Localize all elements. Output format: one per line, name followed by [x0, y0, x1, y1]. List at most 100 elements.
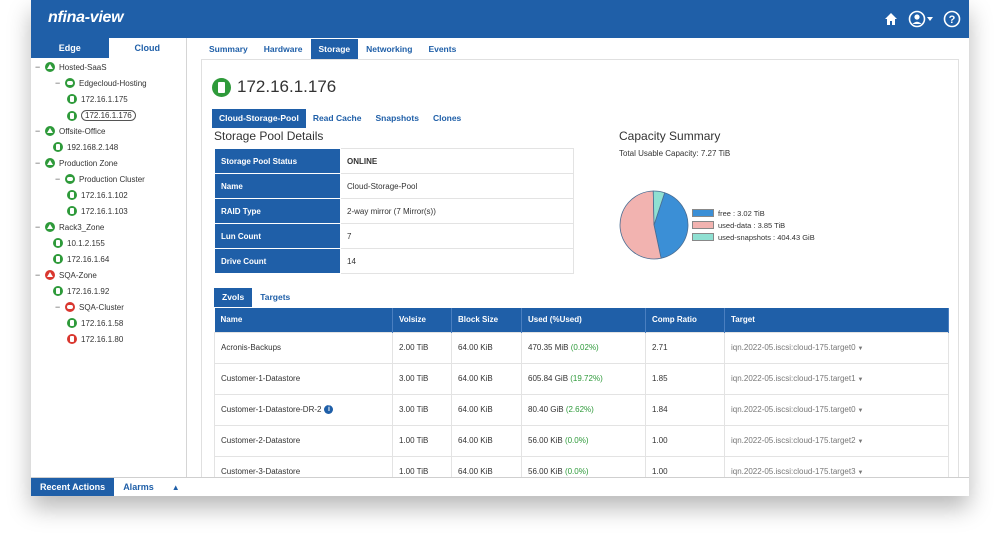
tab-events[interactable]: Events [428, 44, 457, 54]
col-comp-ratio[interactable]: Comp Ratio [645, 308, 725, 332]
tab-cloud[interactable]: Cloud [108, 38, 186, 58]
recent-actions-tab[interactable]: Recent Actions [31, 477, 115, 496]
detail-key: Drive Count [214, 248, 341, 274]
tab-targets[interactable]: Targets [260, 292, 291, 302]
zvol-target[interactable]: iqn.2022-05.iscsi:cloud-175.target0 ▼ [724, 393, 949, 426]
tree-node-zone[interactable]: − SQA-Zone [35, 270, 97, 280]
table-row[interactable]: Customer-2-Datastore 1.00 TiB 64.00 KiB 56.… [214, 424, 949, 457]
zvol-comp-ratio: 1.84 [645, 393, 725, 426]
detail-value: 7 [340, 223, 574, 249]
host-status-icon [67, 206, 77, 216]
zvol-name-text: Acronis-Backups [221, 343, 282, 352]
zvol-comp-ratio: 1.85 [645, 362, 725, 395]
tree-node-label: SQA-Zone [59, 270, 97, 280]
collapse-icon[interactable]: − [55, 302, 61, 312]
tab-clones[interactable]: Clones [432, 113, 462, 123]
tree-node-zone[interactable]: − Rack3_Zone [35, 222, 104, 232]
zvol-used: 470.35 MiB (0.02%) [521, 331, 646, 364]
tab-edge[interactable]: Edge [31, 38, 109, 58]
chevron-down-icon[interactable]: ▼ [857, 408, 864, 414]
alarms-tab[interactable]: Alarms [123, 481, 154, 492]
tree-node-host[interactable]: 172.16.1.176 [67, 110, 136, 121]
chevron-down-icon[interactable]: ▼ [857, 439, 864, 445]
zvol-target[interactable]: iqn.2022-05.iscsi:cloud-175.target3 ▼ [724, 455, 949, 477]
collapse-icon[interactable]: − [35, 270, 41, 280]
tree-node-host[interactable]: 172.16.1.102 [67, 190, 128, 200]
table-row[interactable]: Customer-1-Datastore-DR-2 i 3.00 TiB 64.00 … [214, 393, 949, 426]
tab-cloud-storage-pool[interactable]: Cloud-Storage-Pool [212, 109, 306, 128]
tab-storage[interactable]: Storage [310, 39, 359, 59]
help-icon[interactable]: ? [943, 10, 961, 28]
legend-item-used-snapshots: used-snapshots : 404.43 GiB [692, 231, 815, 243]
collapse-icon[interactable]: − [35, 62, 41, 72]
tab-networking[interactable]: Networking [366, 44, 413, 54]
zvol-used-value: 605.84 GiB [528, 374, 569, 383]
pie-slice-used-snapshots [652, 190, 666, 226]
tab-read-cache[interactable]: Read Cache [312, 113, 362, 123]
tab-hardware[interactable]: Hardware [263, 44, 303, 54]
user-menu-icon[interactable] [908, 10, 933, 28]
tree-node-host[interactable]: 172.16.1.64 [53, 254, 109, 264]
zvol-target-select[interactable]: iqn.2022-05.iscsi:cloud-175.target3 [731, 467, 856, 476]
tab-snapshots[interactable]: Snapshots [375, 113, 419, 123]
app-logo[interactable]: nfina-view [48, 9, 124, 26]
table-row[interactable]: Customer-1-Datastore 3.00 TiB 64.00 KiB 605… [214, 362, 949, 395]
zone-status-icon [45, 126, 55, 136]
detail-row: Lun Count 7 [214, 223, 574, 249]
bottom-bar: Recent Actions Alarms ▲ [31, 477, 969, 496]
col-volsize[interactable]: Volsize [392, 308, 452, 332]
pool-subtabs: Cloud-Storage-Pool Read Cache Snapshots … [212, 109, 468, 128]
zvol-target-select[interactable]: iqn.2022-05.iscsi:cloud-175.target1 [731, 374, 856, 383]
legend-label: used-snapshots : 404.43 GiB [718, 232, 815, 242]
tree-node-host[interactable]: 172.16.1.175 [67, 94, 128, 104]
chevron-down-icon[interactable]: ▼ [857, 346, 864, 352]
zvol-target-select[interactable]: iqn.2022-05.iscsi:cloud-175.target2 [731, 436, 856, 445]
zvol-block-size: 64.00 KiB [451, 393, 522, 426]
zvol-target[interactable]: iqn.2022-05.iscsi:cloud-175.target2 ▼ [724, 424, 949, 457]
table-row[interactable]: Acronis-Backups 2.00 TiB 64.00 KiB 470.35 M… [214, 331, 949, 364]
tree-node-zone[interactable]: − Offsite-Office [35, 126, 105, 136]
zvol-target-select[interactable]: iqn.2022-05.iscsi:cloud-175.target0 [731, 343, 856, 352]
collapse-icon[interactable]: − [35, 126, 41, 136]
chevron-down-icon[interactable]: ▼ [857, 470, 864, 476]
table-row[interactable]: Customer-3-Datastore 1.00 TiB 64.00 KiB 56.… [214, 455, 949, 477]
zvol-target[interactable]: iqn.2022-05.iscsi:cloud-175.target1 ▼ [724, 362, 949, 395]
collapse-icon[interactable]: − [55, 78, 61, 88]
tree-node-zone[interactable]: − Hosted-SaaS [35, 62, 107, 72]
tree-node-host[interactable]: 172.16.1.58 [67, 318, 123, 328]
tree-node-cluster[interactable]: − Edgecloud-Hosting [55, 78, 147, 88]
tree-node-host[interactable]: 172.16.1.92 [53, 286, 109, 296]
zvol-target-select[interactable]: iqn.2022-05.iscsi:cloud-175.target0 [731, 405, 856, 414]
tree-node-cluster[interactable]: − SQA-Cluster [55, 302, 124, 312]
collapse-icon[interactable]: − [35, 222, 41, 232]
zvol-target[interactable]: iqn.2022-05.iscsi:cloud-175.target0 ▼ [724, 331, 949, 364]
tree-node-host[interactable]: 172.16.1.80 [67, 334, 123, 344]
tree-node-host[interactable]: 192.168.2.148 [53, 142, 118, 152]
tree-node-cluster[interactable]: − Production Cluster [55, 174, 145, 184]
zvol-used-percent: (0.0%) [564, 436, 589, 445]
col-block-size[interactable]: Block Size [451, 308, 522, 332]
tree-node-host[interactable]: 172.16.1.103 [67, 206, 128, 216]
tab-zvols[interactable]: Zvols [214, 288, 253, 307]
zvol-volsize: 1.00 TiB [392, 455, 452, 477]
col-target[interactable]: Target [724, 308, 949, 332]
tree-node-zone[interactable]: − Production Zone [35, 158, 118, 168]
legend-item-used-data: used-data : 3.85 TiB [692, 219, 815, 231]
info-icon[interactable]: i [324, 405, 334, 415]
zvol-comp-ratio: 1.00 [645, 424, 725, 457]
zvol-name: Customer-1-Datastore [214, 362, 393, 395]
col-used[interactable]: Used (%Used) [521, 308, 646, 332]
col-name[interactable]: Name [214, 308, 393, 332]
home-icon[interactable] [884, 12, 898, 26]
host-status-icon [67, 190, 77, 200]
tree-node-label: 172.16.1.64 [67, 254, 110, 264]
legend-item-free: free : 3.02 TiB [692, 207, 815, 219]
collapse-icon[interactable]: − [55, 174, 61, 184]
collapse-icon[interactable]: − [35, 158, 41, 168]
capacity-total: Total Usable Capacity: 7.27 TiB [619, 149, 731, 158]
tree-node-host[interactable]: 10.1.2.155 [53, 238, 105, 248]
tree-node-label: 192.168.2.148 [67, 142, 119, 152]
chevron-down-icon[interactable]: ▼ [857, 377, 864, 383]
tab-summary[interactable]: Summary [209, 44, 248, 54]
expand-panel-icon[interactable]: ▲ [171, 482, 180, 492]
